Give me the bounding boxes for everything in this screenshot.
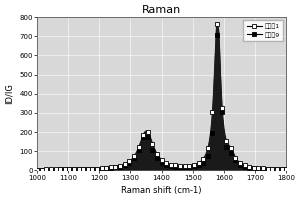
Y-axis label: ID/IG: ID/IG (5, 83, 14, 104)
X-axis label: Raman shift (cm-1): Raman shift (cm-1) (122, 186, 202, 195)
Title: Raman: Raman (142, 5, 181, 15)
Legend: 对比外1, 实施外9: 对比外1, 实施外9 (243, 20, 283, 41)
